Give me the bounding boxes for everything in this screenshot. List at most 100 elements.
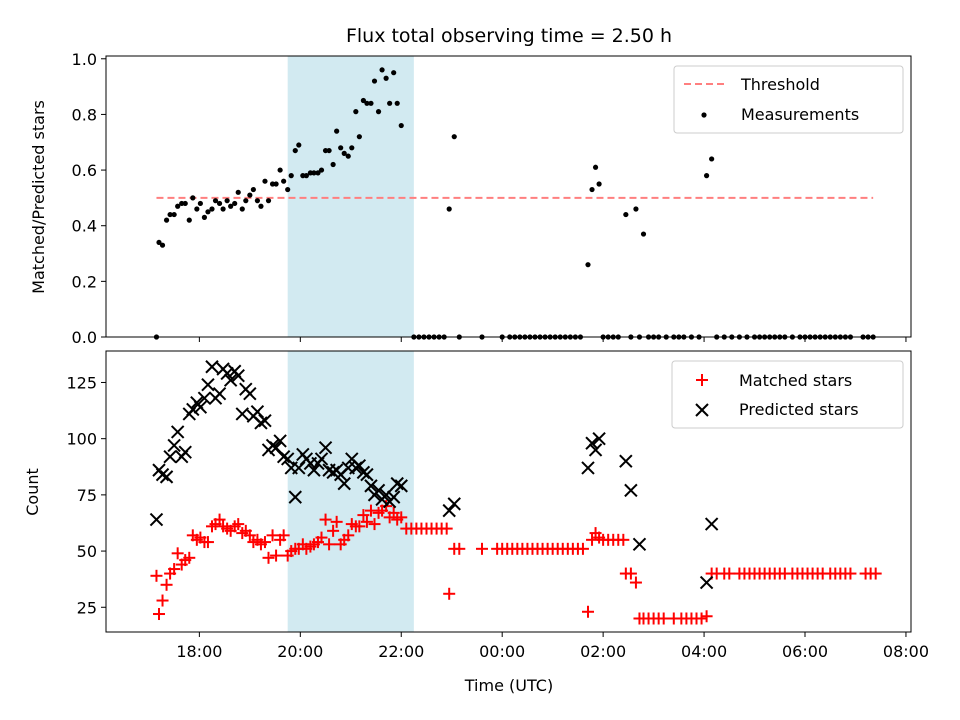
bottom-legend: Matched stars Predicted stars [671, 360, 904, 429]
measurement-point [391, 70, 397, 76]
y-tick-label: 0.8 [72, 105, 97, 124]
highlight-span [287, 56, 414, 337]
highlight-span [287, 351, 414, 632]
matched-star-point [624, 567, 637, 580]
predicted-star-point [258, 413, 272, 428]
measurement-point [592, 164, 599, 170]
measurement-point [371, 78, 378, 84]
measurement-point [224, 198, 230, 204]
measurement-point [303, 173, 309, 179]
matched-star-point [232, 518, 245, 531]
measurement-point [356, 134, 362, 140]
predicted-star-point [632, 537, 647, 552]
top-plot-panel: 0.0 0.2 0.4 0.6 0.8 1.0 Matched/Predicted sta… [29, 50, 912, 347]
matched-star-point [395, 511, 408, 524]
bottom-legend-box [671, 360, 904, 429]
matched-star-point [617, 533, 630, 546]
chart-title: Flux total observing time = 2.50 h [346, 25, 672, 47]
measurement-point [383, 75, 389, 81]
predicted-star-point [193, 400, 208, 414]
x-tick-label: 22:00 [378, 642, 424, 661]
measurement-point [330, 161, 336, 168]
top-legend: Threshold Measurements [673, 65, 904, 134]
predicted-star-point [592, 431, 606, 446]
y-tick-label: 25 [77, 598, 97, 617]
measurement-point [182, 200, 188, 207]
predicted-star-point [288, 490, 302, 504]
x-tick-label: 08:00 [883, 642, 929, 661]
predicted-star-point [273, 434, 287, 448]
predicted-star-point [314, 452, 329, 466]
predicted-star-point [163, 449, 177, 464]
measurement-point [623, 211, 629, 218]
measurement-point [292, 147, 298, 154]
x-tick-label: 18:00 [176, 642, 222, 661]
measurement-point [156, 239, 162, 246]
measurement-point [341, 150, 347, 156]
measurement-point [633, 206, 639, 212]
x-tick-label: 06:00 [782, 642, 828, 661]
measurement-point [186, 217, 192, 223]
matched-star-point [360, 515, 373, 528]
measurement-point [209, 206, 215, 212]
measurement-point [247, 192, 253, 198]
predicted-star-point [205, 360, 219, 374]
matched-star-point [319, 513, 332, 526]
measurement-point [585, 262, 591, 268]
predicted-star-point [442, 503, 456, 518]
measurement-point [163, 217, 170, 223]
predicted-star-point [243, 387, 257, 401]
matched-star-point [330, 515, 343, 528]
measurement-point [288, 173, 294, 179]
measurement-point [190, 195, 196, 201]
matched-star-point [353, 520, 366, 533]
measurement-point [379, 67, 385, 73]
measurement-point [265, 198, 272, 204]
measurement-point [250, 186, 256, 193]
measurement-point [709, 156, 715, 162]
measurement-point [375, 109, 382, 115]
measurement-point [349, 145, 355, 151]
measurement-point [315, 170, 321, 176]
matched-star-point [629, 576, 642, 589]
predicted-star-point [280, 452, 295, 466]
measurement-point [394, 100, 400, 106]
measurement-point [589, 186, 595, 193]
predicted-star-point [704, 517, 719, 531]
measurement-point [311, 170, 317, 176]
measurement-point [201, 214, 208, 220]
matched-star-point [700, 610, 713, 623]
measurement-point [216, 200, 223, 207]
predicted-star-point [352, 458, 367, 473]
y-tick-label: 50 [77, 542, 97, 561]
matched-star-point [869, 567, 882, 580]
matched-star-point [201, 536, 214, 549]
legend-measurements-swatch [701, 112, 707, 118]
matched-star-point [576, 542, 589, 555]
predicted-star-point [276, 449, 291, 464]
measurement-point [212, 198, 219, 204]
y-tick-label: 100 [66, 430, 97, 449]
bottom-y-axis-label: Count [23, 468, 42, 516]
measurement-point [171, 211, 177, 218]
measurement-point [159, 242, 166, 248]
predicted-star-point [178, 445, 192, 459]
predicted-star-point [149, 512, 164, 527]
matched-star-point [277, 529, 290, 542]
top-y-axis-label: Matched/Predicted stars [29, 100, 48, 294]
measurement-point [353, 109, 359, 115]
measurement-point [205, 209, 211, 215]
predicted-star-point [447, 497, 461, 511]
measurement-point [318, 167, 325, 173]
matched-star-point [266, 529, 279, 542]
predicted-star-point [223, 373, 238, 387]
measurement-point [262, 178, 268, 184]
matched-star-point [443, 587, 456, 600]
matched-star-point [258, 536, 271, 549]
predicted-star-point [371, 483, 386, 498]
measurement-point [326, 147, 332, 154]
measurement-point [296, 142, 302, 148]
measurement-point [220, 206, 226, 212]
matched-star-point [476, 542, 489, 555]
